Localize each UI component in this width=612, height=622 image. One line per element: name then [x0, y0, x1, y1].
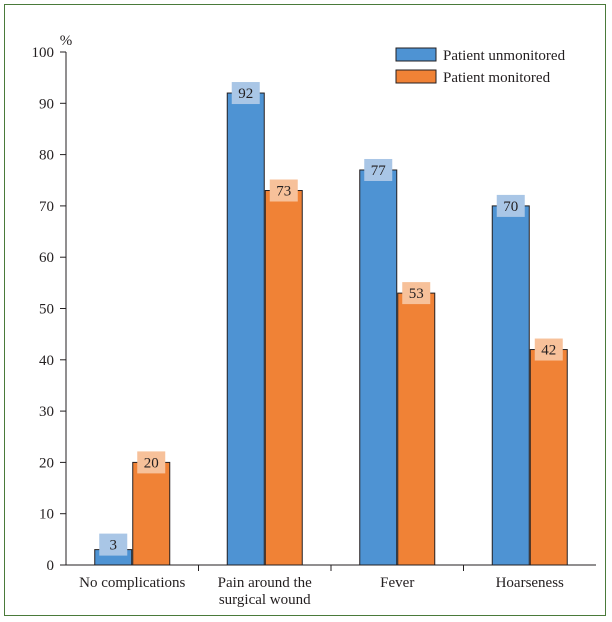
- data-label: 20: [144, 455, 159, 471]
- y-tick-label: 80: [39, 148, 54, 164]
- data-label: 77: [371, 163, 387, 179]
- y-axis-label: %: [60, 33, 73, 49]
- data-label: 53: [409, 286, 424, 302]
- bar: [397, 292, 436, 566]
- bar: [529, 349, 568, 566]
- data-label-box: [496, 194, 525, 217]
- data-label-box: [137, 451, 166, 474]
- data-label: 92: [238, 86, 253, 102]
- bar: [226, 92, 265, 566]
- y-tick-label: 100: [32, 45, 55, 61]
- data-label: 42: [541, 343, 556, 359]
- bars: [94, 92, 568, 566]
- y-tick-label: 50: [39, 302, 54, 318]
- x-tick-label: Hoarseness: [496, 575, 564, 591]
- bar: [491, 205, 530, 566]
- x-tick-label: Pain around the surgical wound: [218, 575, 312, 608]
- y-tick-label: 70: [39, 199, 54, 215]
- data-label-box: [269, 179, 298, 202]
- y-tick-label: 20: [39, 455, 54, 471]
- data-labels: 3 20 92 73 77 53 70 42: [99, 82, 563, 556]
- data-label-box: [534, 338, 563, 361]
- bar: [359, 169, 398, 566]
- y-tick-label: 60: [39, 250, 54, 266]
- legend-label: Patient monitored: [443, 70, 551, 86]
- data-label-box: [99, 533, 128, 556]
- y-tick-label: 90: [39, 96, 54, 112]
- legend-swatch: [395, 69, 437, 84]
- data-label-box: [231, 82, 260, 105]
- bar: [132, 461, 171, 566]
- x-tick-label: No complications: [79, 575, 185, 591]
- legend: Patient unmonitored Patient monitored: [395, 47, 566, 86]
- legend-label: Patient unmonitored: [443, 48, 566, 64]
- bar: [264, 190, 303, 566]
- y-tick-label: 10: [39, 507, 54, 523]
- y-tick-label: 0: [47, 558, 55, 574]
- data-label: 70: [503, 199, 518, 215]
- data-label: 3: [110, 538, 118, 554]
- legend-swatch: [395, 47, 437, 62]
- data-label-box: [364, 158, 393, 181]
- data-label-box: [402, 282, 431, 305]
- x-tick-label: Fever: [380, 575, 414, 591]
- y-tick-label: 40: [39, 353, 54, 369]
- y-tick-label: 30: [39, 404, 54, 420]
- data-label: 73: [276, 184, 291, 200]
